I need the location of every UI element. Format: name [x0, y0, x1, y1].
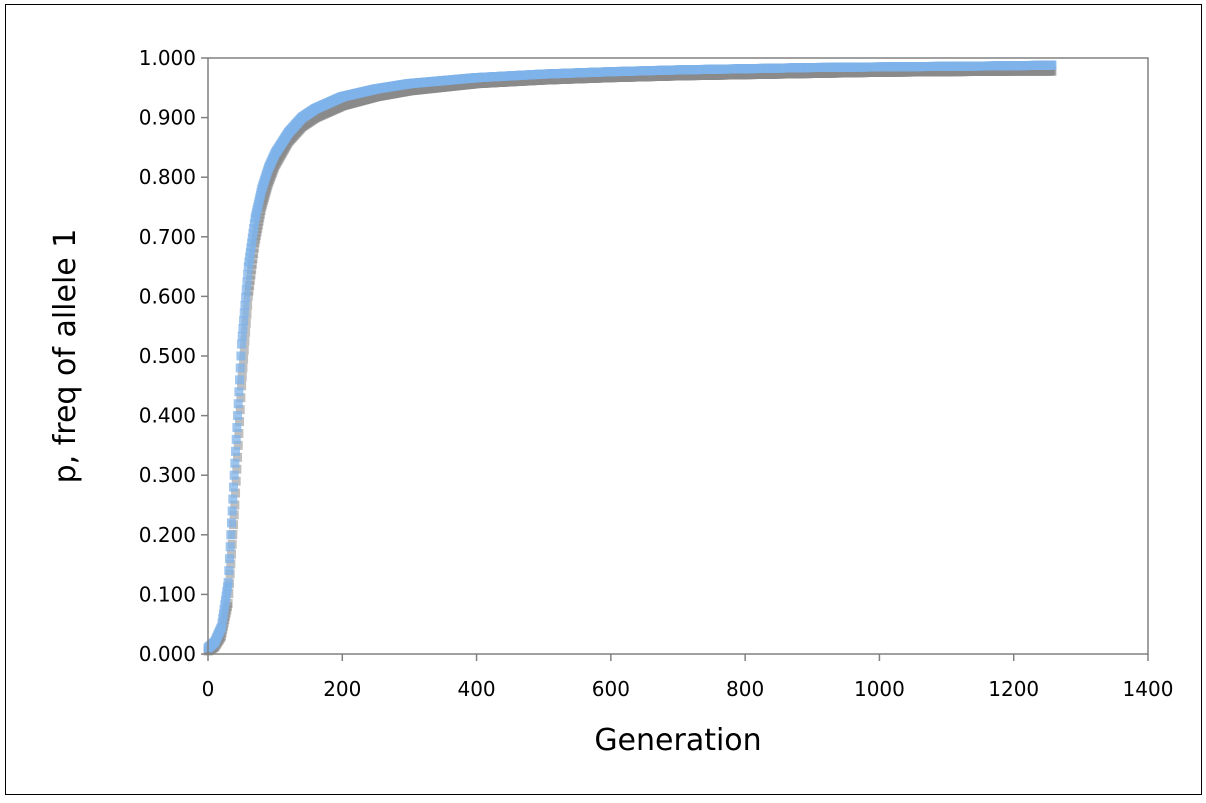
data-point-series-1: [233, 452, 243, 462]
data-point-series-1: [231, 476, 241, 486]
x-tick-label: 1200: [988, 677, 1039, 701]
data-point-series-1: [1047, 66, 1057, 76]
data-point-series-2: [230, 458, 240, 468]
x-tick-label: 800: [726, 677, 764, 701]
y-tick-label: 1.000: [139, 46, 196, 70]
data-point-series-2: [237, 339, 247, 349]
data-point-series-2: [245, 252, 255, 262]
data-point-series-1: [235, 417, 245, 427]
data-point-series-2: [242, 277, 252, 287]
data-point-series-2: [1047, 60, 1057, 70]
data-point-series-2: [239, 308, 249, 318]
data-point-series-2: [229, 482, 239, 492]
data-point-series-1: [234, 428, 244, 438]
data-point-series-2: [227, 506, 237, 516]
data-point-series-2: [229, 470, 239, 480]
data-point-series-2: [249, 223, 259, 233]
y-tick-label: 0.700: [139, 225, 196, 249]
data-point-series-2: [235, 375, 245, 385]
x-tick-label: 1000: [854, 677, 905, 701]
x-tick-label: 0: [202, 677, 215, 701]
data-point-series-2: [228, 494, 238, 504]
data-point-series-2: [239, 316, 249, 326]
data-point-series-2: [236, 351, 246, 361]
x-tick-label: 400: [457, 677, 495, 701]
data-point-series-2: [243, 262, 253, 272]
data-point-series-2: [246, 243, 256, 253]
data-point-series-2: [231, 434, 241, 444]
data-point-series-2: [238, 324, 248, 334]
y-tick-label: 0.400: [139, 404, 196, 428]
x-tick-label: 200: [323, 677, 361, 701]
data-point-series-1: [233, 440, 243, 450]
data-point-series-2: [224, 554, 234, 564]
data-point-series-1: [232, 464, 242, 474]
data-point-series-2: [224, 566, 234, 576]
data-point-series-2: [233, 411, 243, 421]
data-point-series-1: [235, 405, 245, 415]
data-point-series-2: [249, 219, 259, 229]
y-tick-label: 0.900: [139, 106, 196, 130]
data-point-series-2: [244, 257, 254, 267]
data-point-series-2: [240, 300, 250, 310]
data-point-series-2: [227, 518, 236, 528]
x-axis-ticks: 0 200 400 600 800 1000 1200 1400: [202, 654, 1174, 701]
data-point-series-2: [247, 233, 257, 243]
data-point-series-2: [247, 238, 257, 248]
data-point-series-2: [243, 269, 253, 279]
x-tick-label: 1400: [1123, 677, 1174, 701]
x-tick-label: 600: [592, 677, 630, 701]
data-point-series-2: [234, 387, 244, 397]
data-point-series-1: [237, 381, 247, 391]
y-tick-label: 0.200: [139, 523, 196, 547]
data-point-series-1: [231, 488, 241, 498]
data-point-series-2: [233, 399, 243, 409]
data-point-series-2: [223, 577, 233, 587]
y-axis-ticks: 0.000 0.100 0.200 0.300 0.400 0.500 0.600 0.700…: [139, 46, 208, 666]
data-point-series-2: [231, 446, 241, 456]
y-tick-label: 0.100: [139, 582, 196, 606]
data-point-series-2: [241, 293, 251, 303]
data-point-series-2: [245, 247, 255, 257]
x-axis-title: Generation: [594, 723, 761, 758]
y-tick-label: 0.800: [139, 165, 196, 189]
data-point-series-2: [235, 363, 245, 373]
data-point-series-1: [239, 345, 249, 355]
y-tick-label: 0.600: [139, 284, 196, 308]
chart-area-border: [5, 4, 1202, 795]
y-axis-title: p, freq of allele 1: [48, 229, 83, 484]
data-point-series-2: [237, 331, 247, 341]
data-point-series-1: [236, 393, 246, 403]
data-point-series-2: [241, 285, 251, 295]
data-point-series-2: [226, 530, 236, 540]
y-tick-label: 0.500: [139, 344, 196, 368]
data-point-series-1: [230, 500, 240, 510]
data-markers: [203, 60, 1057, 656]
y-tick-label: 0.300: [139, 463, 196, 487]
y-tick-label: 0.000: [139, 642, 196, 666]
data-point-series-2: [232, 423, 242, 433]
data-point-series-2: [248, 228, 258, 238]
data-point-series-1: [226, 559, 236, 569]
data-point-series-2: [225, 542, 235, 552]
